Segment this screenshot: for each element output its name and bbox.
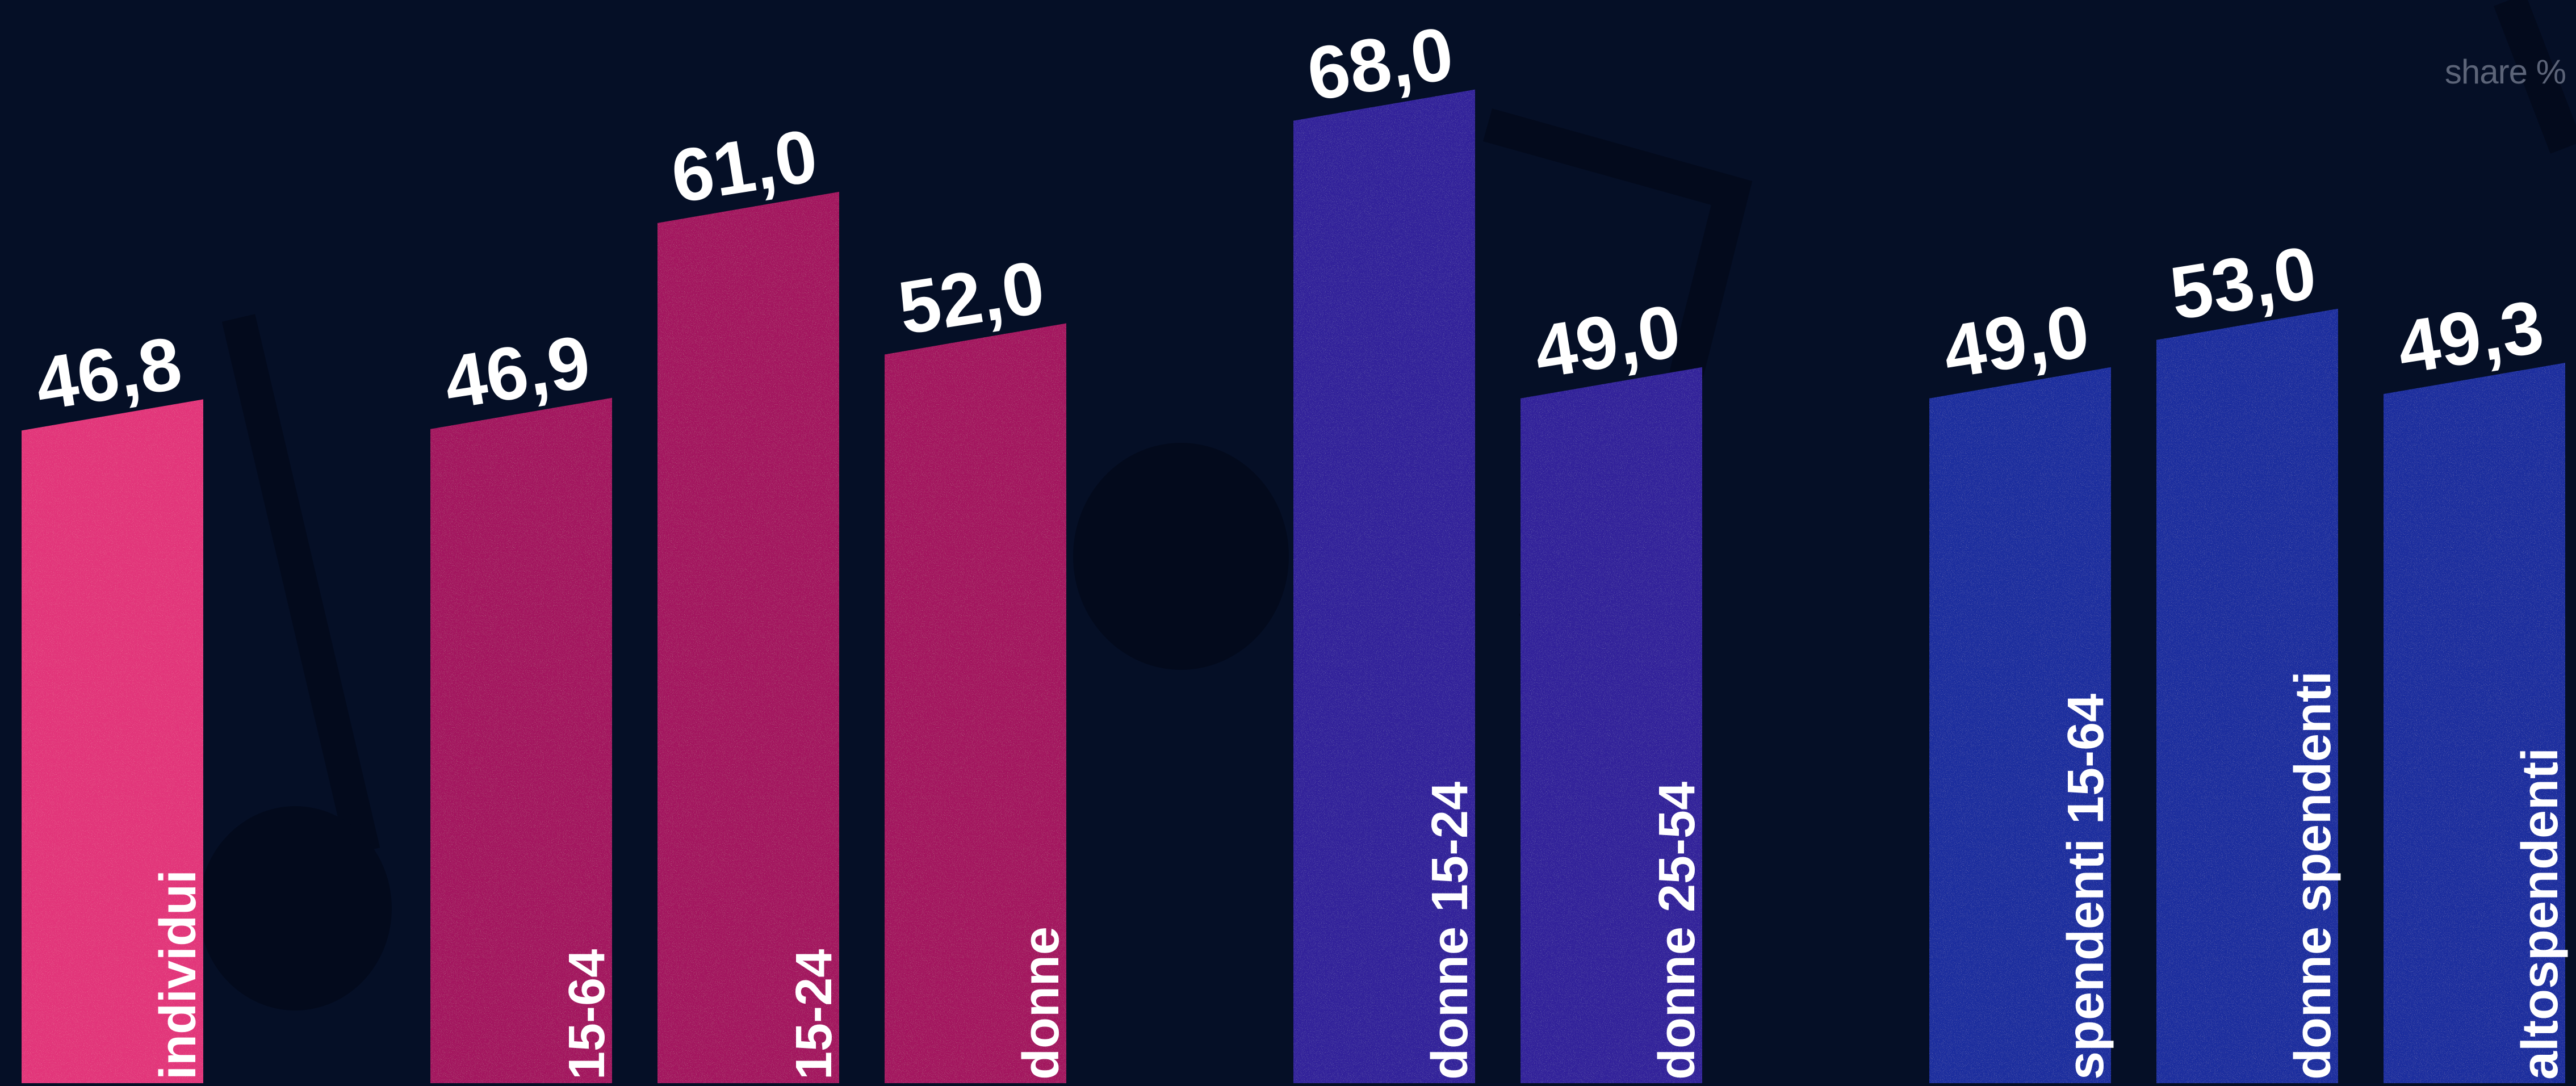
bar-donne-spendenti	[2156, 308, 2338, 1083]
unit-label: share %	[2444, 53, 2566, 91]
category-label: donne 25-54	[1649, 782, 1706, 1080]
category-label: donne 15-24	[1422, 782, 1478, 1080]
category-label: 15-24	[786, 949, 843, 1080]
category-label: donne	[1013, 926, 1070, 1080]
category-label: altospendenti	[2512, 748, 2569, 1080]
bar-donne-15-24	[1293, 89, 1475, 1084]
category-label: individui	[150, 870, 207, 1080]
bar-15-24	[657, 191, 839, 1083]
category-label: 15-64	[559, 949, 615, 1080]
bar-15-64	[430, 397, 612, 1084]
category-label: spendenti 15-64	[2058, 694, 2114, 1080]
category-label: donne spendenti	[2285, 671, 2342, 1080]
music-note-decoration	[199, 0, 2576, 1010]
bar-individui	[22, 399, 203, 1084]
bar-donne-25-54	[1521, 367, 1702, 1083]
bar-donne	[885, 323, 1066, 1083]
bar-spendenti-15-64	[1929, 367, 2111, 1083]
bar-altospendenti	[2384, 363, 2565, 1083]
